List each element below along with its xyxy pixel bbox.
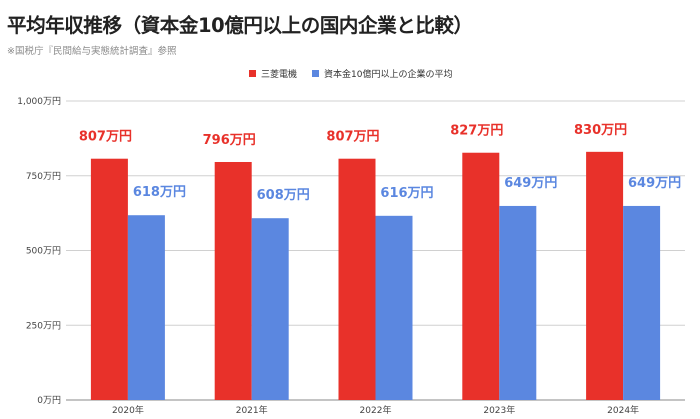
x-tick-label: 2020年 <box>112 404 144 416</box>
x-tick-label: 2024年 <box>607 404 639 416</box>
data-label: 796万円 <box>203 133 256 148</box>
source-note: ※国税庁『民間給与実態統計調査』参照 <box>7 46 177 57</box>
y-tick-label: 250万円 <box>26 320 61 331</box>
bar-average <box>127 215 165 400</box>
bar-company <box>214 161 252 400</box>
legend-swatch <box>249 70 256 77</box>
y-tick-label: 500万円 <box>26 246 61 257</box>
y-tick-label: 750万円 <box>26 171 61 182</box>
data-label: 807万円 <box>79 130 132 145</box>
legend-label: 資本金10億円以上の企業の平均 <box>324 68 452 80</box>
legend-label: 三菱電機 <box>261 68 297 80</box>
data-label: 827万円 <box>450 124 503 139</box>
y-tick-label: 1,000万円 <box>17 96 61 107</box>
bar-company <box>586 151 624 400</box>
bar-average <box>623 205 661 400</box>
bar-average <box>251 218 289 400</box>
bar-average <box>375 215 413 400</box>
data-label: 608万円 <box>257 188 310 203</box>
bar-company <box>90 158 128 400</box>
chart-title: 平均年収推移（資本金10億円以上の国内企業と比較） <box>7 14 473 37</box>
legend-swatch <box>312 70 319 77</box>
y-tick-label: 0万円 <box>37 395 61 406</box>
bar-company <box>462 152 500 400</box>
data-label: 616万円 <box>380 186 433 201</box>
x-tick-label: 2022年 <box>360 404 392 416</box>
data-label: 807万円 <box>326 130 379 145</box>
data-label: 649万円 <box>504 176 557 191</box>
x-tick-label: 2021年 <box>236 404 268 416</box>
data-label: 618万円 <box>133 185 186 200</box>
bar-average <box>499 205 537 400</box>
data-label: 649万円 <box>628 176 681 191</box>
x-tick-label: 2023年 <box>483 404 515 416</box>
bar-company <box>338 158 376 400</box>
data-label: 830万円 <box>574 123 627 138</box>
